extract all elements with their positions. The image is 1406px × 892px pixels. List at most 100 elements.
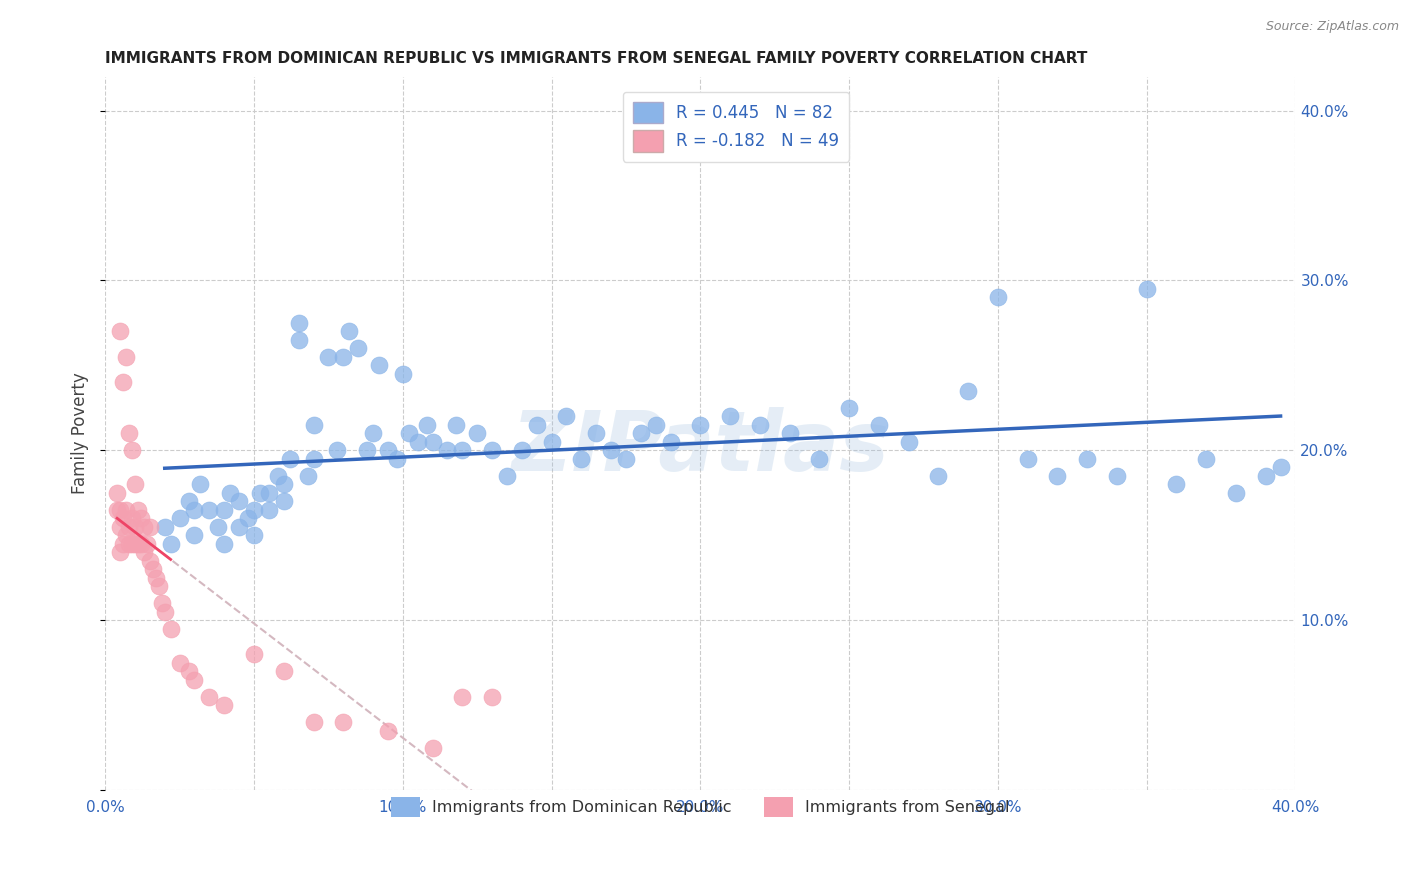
Point [297,469,319,483]
Point [228,494,250,508]
Text: IMMIGRANTS FROM DOMINICAN REPUBLIC VS IMMIGRANTS FROM SENEGAL FAMILY POVERTY COR: IMMIGRANTS FROM DOMINICAN REPUBLIC VS IM… [105,51,1088,66]
Point [689,417,711,432]
Point [118,426,141,441]
Point [159,537,181,551]
Point [326,443,349,458]
Point [481,443,503,458]
Point [332,350,354,364]
Point [987,290,1010,304]
Point [243,528,266,542]
Point [446,417,468,432]
Point [207,520,229,534]
Point [108,325,131,339]
Point [1166,477,1188,491]
Point [148,579,170,593]
Point [415,417,437,432]
Point [112,376,135,390]
Point [838,401,860,415]
Point [212,503,235,517]
Point [177,665,200,679]
Point [129,537,152,551]
Point [105,503,128,517]
Point [257,486,280,500]
Point [127,503,149,517]
Point [422,740,444,755]
Point [121,443,143,458]
Point [451,443,474,458]
Point [112,537,135,551]
Point [183,673,205,687]
Point [398,426,420,441]
Point [368,359,391,373]
Point [361,426,384,441]
Point [600,443,623,458]
Point [1017,451,1039,466]
Point [808,451,831,466]
Point [332,715,354,730]
Point [1254,469,1277,483]
Point [748,417,770,432]
Point [169,656,191,670]
Point [481,690,503,704]
Y-axis label: Family Poverty: Family Poverty [72,373,89,494]
Point [219,486,242,500]
Point [183,503,205,517]
Point [105,486,128,500]
Point [510,443,533,458]
Point [273,665,295,679]
Point [385,451,408,466]
Point [118,537,141,551]
Point [957,384,980,398]
Point [1195,451,1218,466]
Point [1046,469,1069,483]
Point [177,494,200,508]
Point [108,503,131,517]
Point [718,409,741,424]
Point [124,537,146,551]
Point [198,503,221,517]
Point [190,477,212,491]
Point [347,342,370,356]
Point [273,477,295,491]
Point [243,648,266,662]
Point [377,723,399,738]
Point [287,316,309,330]
Point [124,520,146,534]
Point [108,545,131,559]
Point [132,520,155,534]
Legend: Immigrants from Dominican Republic, Immigrants from Senegal: Immigrants from Dominican Republic, Immi… [382,789,1018,825]
Point [124,477,146,491]
Point [112,511,135,525]
Text: Source: ZipAtlas.com: Source: ZipAtlas.com [1265,20,1399,33]
Point [153,605,176,619]
Point [406,434,429,449]
Point [391,367,413,381]
Point [150,596,173,610]
Point [1225,486,1247,500]
Point [212,698,235,713]
Point [779,426,801,441]
Point [496,469,519,483]
Point [614,451,637,466]
Point [132,545,155,559]
Point [139,520,162,534]
Point [118,520,141,534]
Point [273,494,295,508]
Point [153,520,176,534]
Point [302,451,325,466]
Point [302,715,325,730]
Point [236,511,259,525]
Point [1136,282,1159,296]
Point [422,434,444,449]
Point [139,554,162,568]
Point [135,537,157,551]
Point [108,520,131,534]
Point [1105,469,1128,483]
Point [436,443,458,458]
Point [257,503,280,517]
Point [318,350,340,364]
Point [142,562,165,576]
Point [630,426,652,441]
Point [115,350,138,364]
Point [644,417,666,432]
